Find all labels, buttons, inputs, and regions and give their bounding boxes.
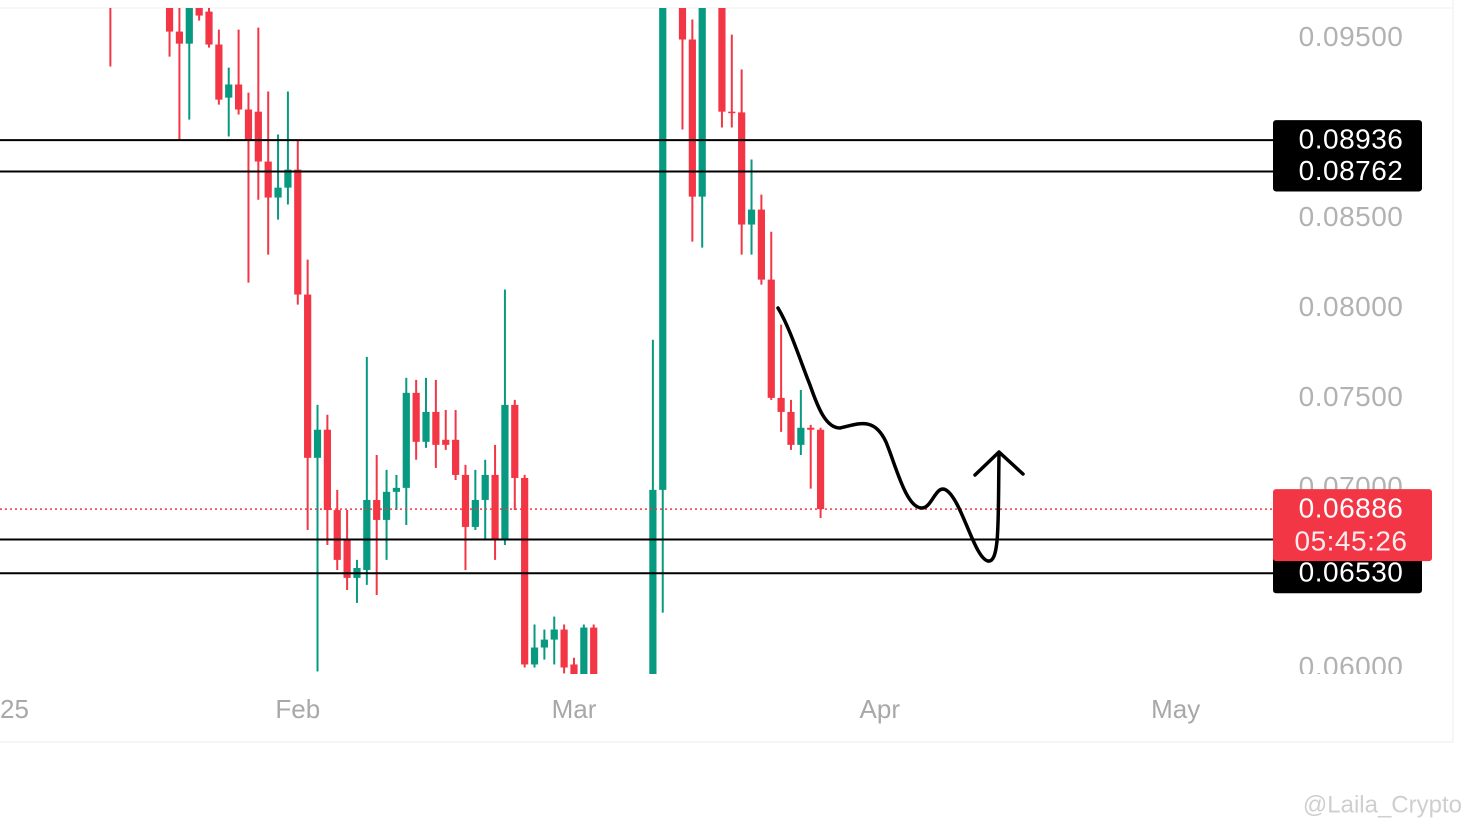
candle-body: [363, 499, 371, 570]
candle-body: [610, 723, 617, 732]
candle-body: [274, 187, 282, 198]
candle-body: [659, 8, 667, 490]
candle-body: [373, 499, 381, 520]
last-price-label: 0.06886: [1299, 493, 1404, 524]
candle-body: [698, 8, 706, 197]
candle-body: [254, 111, 262, 162]
candle-body: [777, 397, 785, 412]
x-tick-label: Feb: [275, 694, 320, 724]
candle-body: [185, 8, 193, 44]
candle-body: [501, 404, 509, 540]
candle-body: [471, 499, 479, 527]
candle-body: [718, 8, 726, 112]
candle-body: [521, 477, 529, 665]
last-price-box: [1273, 489, 1432, 562]
time-axis: 25 Feb Mar Apr May: [0, 694, 1200, 724]
candle-body: [392, 487, 401, 492]
candle-body: [225, 84, 233, 98]
countdown-label: 05:45:26: [1295, 526, 1408, 557]
candle-body: [797, 427, 805, 445]
candle-body: [550, 629, 558, 640]
candle-body: [481, 474, 489, 500]
levels: 0.089360.087620.067170.065300.0688605:45…: [0, 120, 1432, 594]
x-tick-label: Mar: [552, 694, 597, 724]
x-tick-label: May: [1151, 694, 1200, 724]
candle-body: [649, 489, 657, 674]
candle-body: [165, 8, 174, 32]
drawn-projection: [776, 306, 1025, 563]
y-tick-label: 0.06000: [1299, 651, 1404, 682]
candle-body: [570, 664, 578, 674]
candle-body: [530, 647, 539, 665]
candle-body: [235, 84, 243, 110]
candle-body: [540, 639, 548, 648]
candle-body: [678, 8, 687, 40]
y-tick-label: 0.08500: [1299, 201, 1404, 232]
candle-body: [807, 427, 815, 430]
candle-body: [175, 31, 184, 44]
candle-body: [215, 44, 223, 100]
candle-body: [343, 539, 351, 578]
candle-body: [284, 169, 292, 188]
candle-body: [580, 627, 588, 674]
candle-body: [402, 392, 410, 488]
y-tick-label: 0.08000: [1299, 291, 1404, 322]
level-label-box: [1273, 120, 1422, 161]
level-label: 0.06530: [1299, 557, 1404, 588]
candle-body: [491, 474, 499, 540]
candle-body: [787, 411, 795, 445]
candle-body: [442, 439, 450, 445]
candle-body: [620, 723, 627, 750]
candle-body: [757, 209, 765, 280]
plot-area: [109, 8, 825, 750]
price-axis: 0.095000.085000.080000.075000.070000.060…: [1299, 21, 1404, 682]
candle-body: [323, 429, 331, 511]
candle-body: [195, 8, 203, 16]
level-label: 0.08936: [1299, 124, 1404, 155]
candle-body: [600, 700, 607, 732]
candle-body: [639, 705, 646, 714]
y-tick-label: 0.07500: [1299, 381, 1404, 412]
candle-body: [738, 112, 746, 225]
candle-body: [205, 11, 213, 45]
candle-body: [688, 39, 696, 197]
candle-body: [630, 714, 637, 750]
candle-body: [767, 279, 775, 398]
x-tick-label: Apr: [860, 694, 901, 724]
candle-body: [244, 109, 253, 140]
candle-body: [747, 209, 756, 225]
candle-body: [816, 429, 825, 510]
candle-body: [382, 491, 391, 520]
candle-body: [432, 411, 440, 445]
candle-body: [422, 411, 430, 442]
x-tick-label: 25: [0, 694, 29, 724]
level-label-box: [1273, 553, 1422, 594]
watermark: @Laila_Crypto: [1303, 791, 1462, 818]
candle-body: [333, 510, 341, 560]
candle-body: [511, 404, 519, 478]
candle-body: [560, 629, 568, 668]
candle-body: [590, 627, 598, 674]
candle-body: [264, 161, 272, 198]
y-tick-label: 0.09500: [1299, 21, 1404, 52]
level-label: 0.08762: [1299, 155, 1404, 186]
candle-body: [452, 439, 460, 475]
candle-body: [304, 294, 312, 458]
level-label-box: [1273, 151, 1422, 192]
candle-body: [313, 429, 322, 458]
candle-body: [294, 169, 302, 295]
candle-body: [461, 474, 470, 527]
candle-body: [412, 392, 420, 442]
candle-body: [728, 111, 736, 114]
